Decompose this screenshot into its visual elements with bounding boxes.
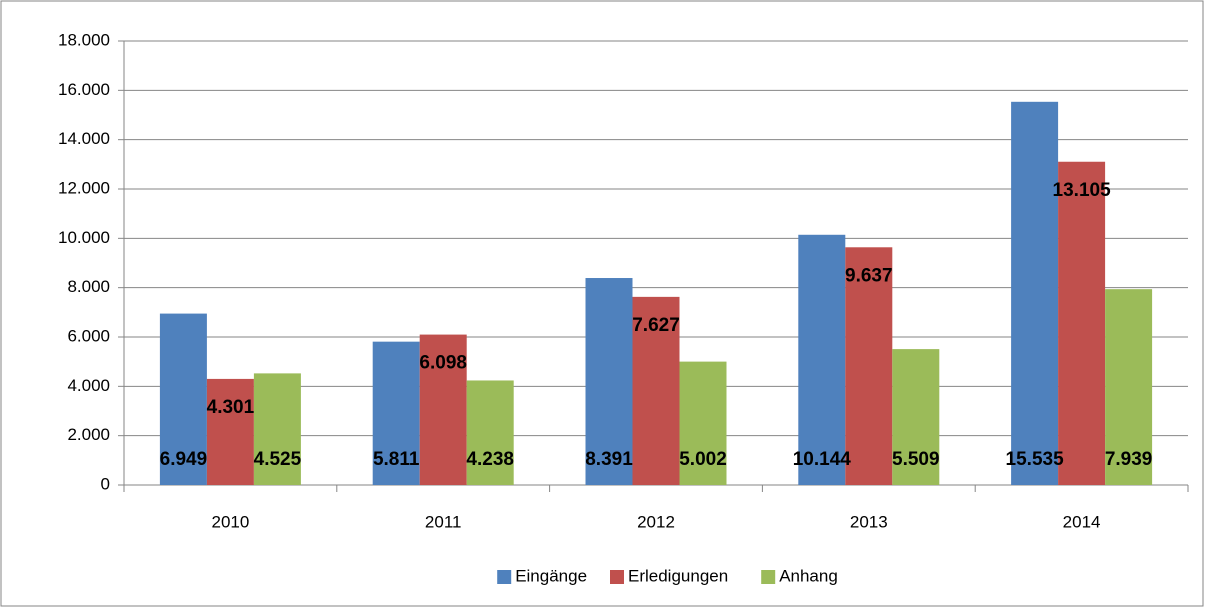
legend-swatch xyxy=(610,570,624,584)
bar xyxy=(798,234,846,485)
x-tick-label: 2014 xyxy=(1063,512,1101,531)
value-label: 10.144 xyxy=(793,449,852,470)
bar xyxy=(679,361,727,485)
bar xyxy=(419,334,467,485)
y-tick-label: 14.000 xyxy=(58,129,110,148)
value-label: 5.509 xyxy=(892,449,940,470)
y-tick-label: 18.000 xyxy=(58,30,110,49)
bar xyxy=(1105,289,1153,485)
legend-swatch xyxy=(497,570,512,584)
bar xyxy=(1011,101,1059,485)
value-label: 4.525 xyxy=(254,449,302,470)
y-tick-label: 12.000 xyxy=(58,178,110,197)
legend-label: Erledigungen xyxy=(628,566,728,585)
value-label: 13.105 xyxy=(1053,180,1112,201)
value-label: 4.238 xyxy=(466,449,514,470)
y-tick-label: 4.000 xyxy=(67,376,110,395)
x-tick-label: 2012 xyxy=(637,512,675,531)
y-tick-label: 16.000 xyxy=(58,80,110,99)
y-tick-label: 6.000 xyxy=(67,326,110,345)
value-label: 7.939 xyxy=(1105,449,1153,470)
value-label: 5.002 xyxy=(679,449,727,470)
value-label: 4.301 xyxy=(207,397,255,418)
y-tick-label: 10.000 xyxy=(58,228,110,247)
bar xyxy=(466,380,514,485)
value-label: 5.811 xyxy=(373,449,420,470)
legend-label: Eingänge xyxy=(515,566,587,585)
value-label: 6.949 xyxy=(160,449,208,470)
bar xyxy=(845,247,893,485)
bar xyxy=(206,378,254,485)
bar xyxy=(585,278,633,485)
bar xyxy=(253,373,301,485)
value-label: 6.098 xyxy=(419,353,467,374)
bar xyxy=(1058,161,1106,485)
y-tick-label: 8.000 xyxy=(67,277,110,296)
value-label: 15.535 xyxy=(1006,449,1065,470)
x-tick-label: 2013 xyxy=(850,512,888,531)
legend-swatch xyxy=(761,570,776,584)
value-label: 7.627 xyxy=(632,315,680,336)
bar xyxy=(632,296,680,485)
value-label: 8.391 xyxy=(585,449,633,470)
bar xyxy=(892,349,940,485)
x-tick-label: 2010 xyxy=(211,512,249,531)
bar xyxy=(372,341,420,485)
legend-label: Anhang xyxy=(779,566,838,585)
x-tick-label: 2011 xyxy=(425,512,462,531)
y-tick-label: 2.000 xyxy=(67,425,110,444)
bar xyxy=(159,313,207,485)
y-tick-label: 0 xyxy=(101,474,110,493)
value-label: 9.637 xyxy=(845,265,893,286)
